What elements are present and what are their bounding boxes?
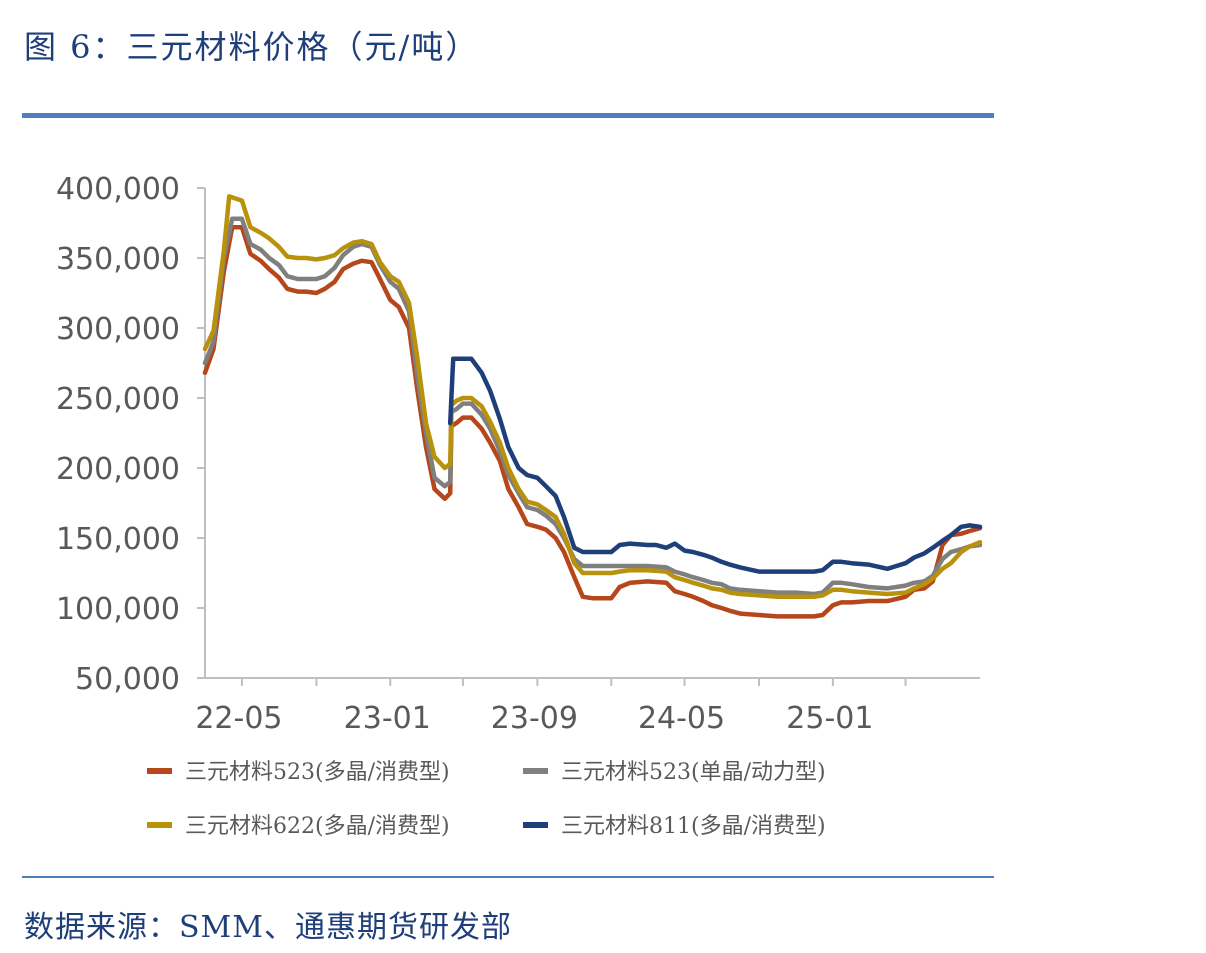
y-tick-label: 250,000: [56, 382, 180, 417]
x-tick-label: 25-01: [786, 701, 873, 736]
legend-label-4: 三元材料811(多晶/消费型): [561, 814, 826, 839]
source-rule: [22, 876, 994, 878]
y-axis: 50,000 100,000 150,000 200,000 250,000 300,00…: [56, 172, 206, 697]
figure-title: 图 6：三元材料价格（元/吨）: [24, 28, 480, 66]
x-tick-label: 23-09: [491, 701, 578, 736]
legend: 三元材料523(多晶/消费型) 三元材料523(单晶/动力型) 三元材料622(多晶…: [147, 760, 826, 839]
title-rule: [22, 113, 994, 118]
x-tick-label: 22-05: [195, 701, 282, 736]
y-tick-label: 150,000: [56, 522, 180, 557]
x-axis: 22-05 23-01 23-09 24-05 25-01: [195, 677, 980, 736]
y-tick-label: 50,000: [75, 662, 180, 697]
y-tick-label: 100,000: [56, 592, 180, 627]
series-line-1: [202, 224, 983, 619]
series-line-3: [202, 194, 983, 600]
y-tick-label: 350,000: [56, 242, 180, 277]
x-tick-label: 24-05: [638, 701, 725, 736]
plot-area: [202, 194, 983, 619]
x-tick-label: 23-01: [344, 701, 431, 736]
y-tick-label: 200,000: [56, 452, 180, 487]
legend-label-2: 三元材料523(单晶/动力型): [561, 760, 826, 785]
y-tick-label: 400,000: [56, 172, 180, 207]
y-tick-label: 300,000: [56, 312, 180, 347]
series-line-4: [447, 356, 983, 574]
source-note: 数据来源：SMM、通惠期货研发部: [24, 910, 512, 945]
chart-canvas: 50,000 100,000 150,000 200,000 250,000 300,00…: [56, 172, 983, 839]
series-line-2: [202, 216, 983, 597]
legend-label-3: 三元材料622(多晶/消费型): [185, 814, 450, 839]
legend-label-1: 三元材料523(多晶/消费型): [185, 760, 450, 785]
